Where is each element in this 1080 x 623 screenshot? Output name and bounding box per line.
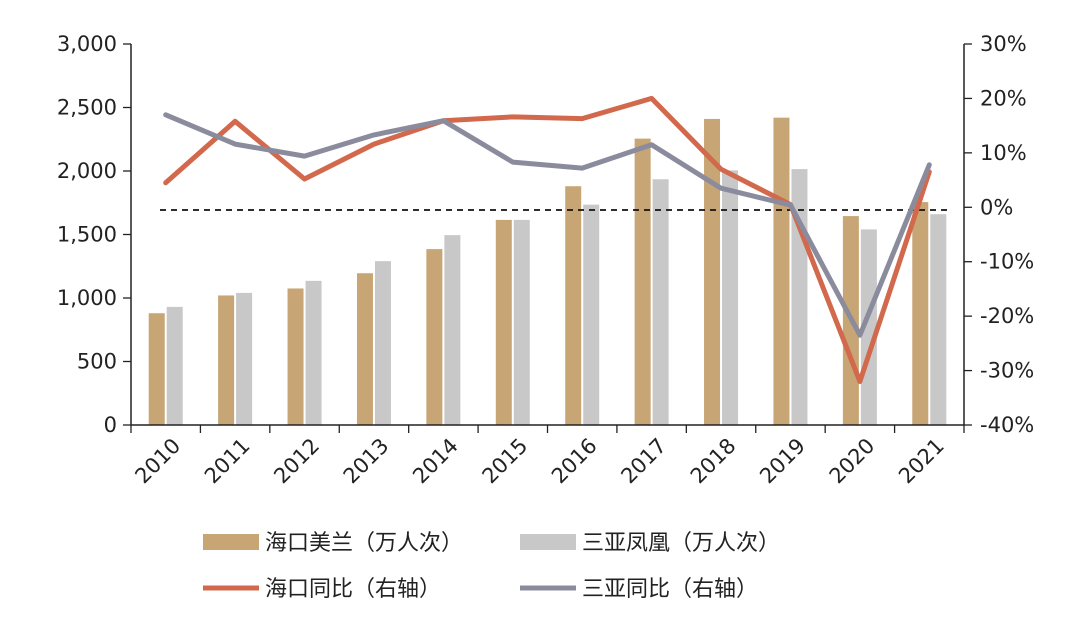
bar — [860, 229, 877, 425]
left-tick-label: 1,500 — [57, 223, 117, 247]
x-tick-label: 2018 — [686, 434, 741, 489]
left-tick-label: 500 — [77, 350, 117, 374]
bar — [148, 313, 165, 425]
bar — [236, 292, 253, 425]
right-tick-label: 30% — [980, 32, 1027, 56]
bar — [704, 118, 721, 426]
left-tick-label: 0 — [104, 413, 117, 437]
left-tick-label: 2,500 — [57, 96, 117, 120]
x-tick-label: 2021 — [894, 434, 949, 489]
right-tick-label: 20% — [980, 86, 1027, 110]
bar — [912, 202, 929, 425]
legend: 海口美兰（万人次） 三亚凤凰（万人次） 海口同比（右轴） 三亚同比（右轴） — [203, 531, 780, 602]
line-series — [163, 95, 932, 384]
bar — [773, 117, 790, 425]
x-tick-label: 2020 — [825, 434, 880, 489]
x-tick-label: 2013 — [339, 434, 394, 489]
left-tick-label: 1,000 — [57, 286, 117, 310]
bar — [218, 295, 235, 425]
bar — [426, 249, 443, 425]
bar — [583, 204, 600, 425]
right-tick-label: -30% — [980, 359, 1034, 383]
left-axis: 0 500 1,000 1,500 2,000 2,500 3,000 — [57, 32, 131, 437]
x-tick-label: 2010 — [130, 434, 185, 489]
x-tick-label: 2017 — [616, 434, 671, 489]
right-tick-label: -20% — [980, 304, 1034, 328]
legend-label: 海口同比（右轴） — [265, 577, 441, 602]
bar — [634, 138, 651, 426]
right-tick-label: 10% — [980, 141, 1027, 165]
right-tick-label: 0% — [980, 195, 1013, 219]
right-axis: -40% -30% -20% -10% 0% 10% 20% 30% — [964, 32, 1034, 437]
legend-label: 海口美兰（万人次） — [265, 531, 463, 556]
x-tick-label: 2019 — [755, 434, 810, 489]
x-tick-label: 2015 — [478, 434, 533, 489]
legend-label: 三亚凤凰（万人次） — [582, 531, 780, 556]
bar — [287, 288, 304, 425]
legend-label: 三亚同比（右轴） — [582, 577, 758, 602]
axis-lines — [130, 44, 965, 433]
right-tick-label: -40% — [980, 413, 1034, 437]
left-tick-label: 2,000 — [57, 159, 117, 183]
bar — [930, 214, 947, 425]
x-tick-label: 2016 — [547, 434, 602, 489]
x-tick-label: 2014 — [408, 434, 463, 489]
legend-swatch — [520, 534, 576, 550]
series-line — [163, 95, 932, 384]
bar — [565, 186, 582, 425]
x-tick-label: 2011 — [200, 434, 255, 489]
bar — [305, 280, 322, 425]
bar — [495, 219, 512, 425]
bar — [652, 179, 669, 425]
bar — [444, 235, 461, 425]
bar — [166, 306, 183, 425]
bar — [374, 261, 391, 425]
x-tick-label: 2012 — [269, 434, 324, 489]
right-tick-label: -10% — [980, 250, 1034, 274]
left-tick-label: 3,000 — [57, 32, 117, 56]
legend-swatch — [203, 534, 259, 550]
bar — [513, 219, 530, 425]
x-axis: 2010 2011 2012 2013 2014 2015 2016 2017 2018 2019… — [130, 434, 948, 489]
bar — [356, 273, 373, 425]
bar — [722, 170, 739, 425]
series-line — [163, 112, 932, 338]
